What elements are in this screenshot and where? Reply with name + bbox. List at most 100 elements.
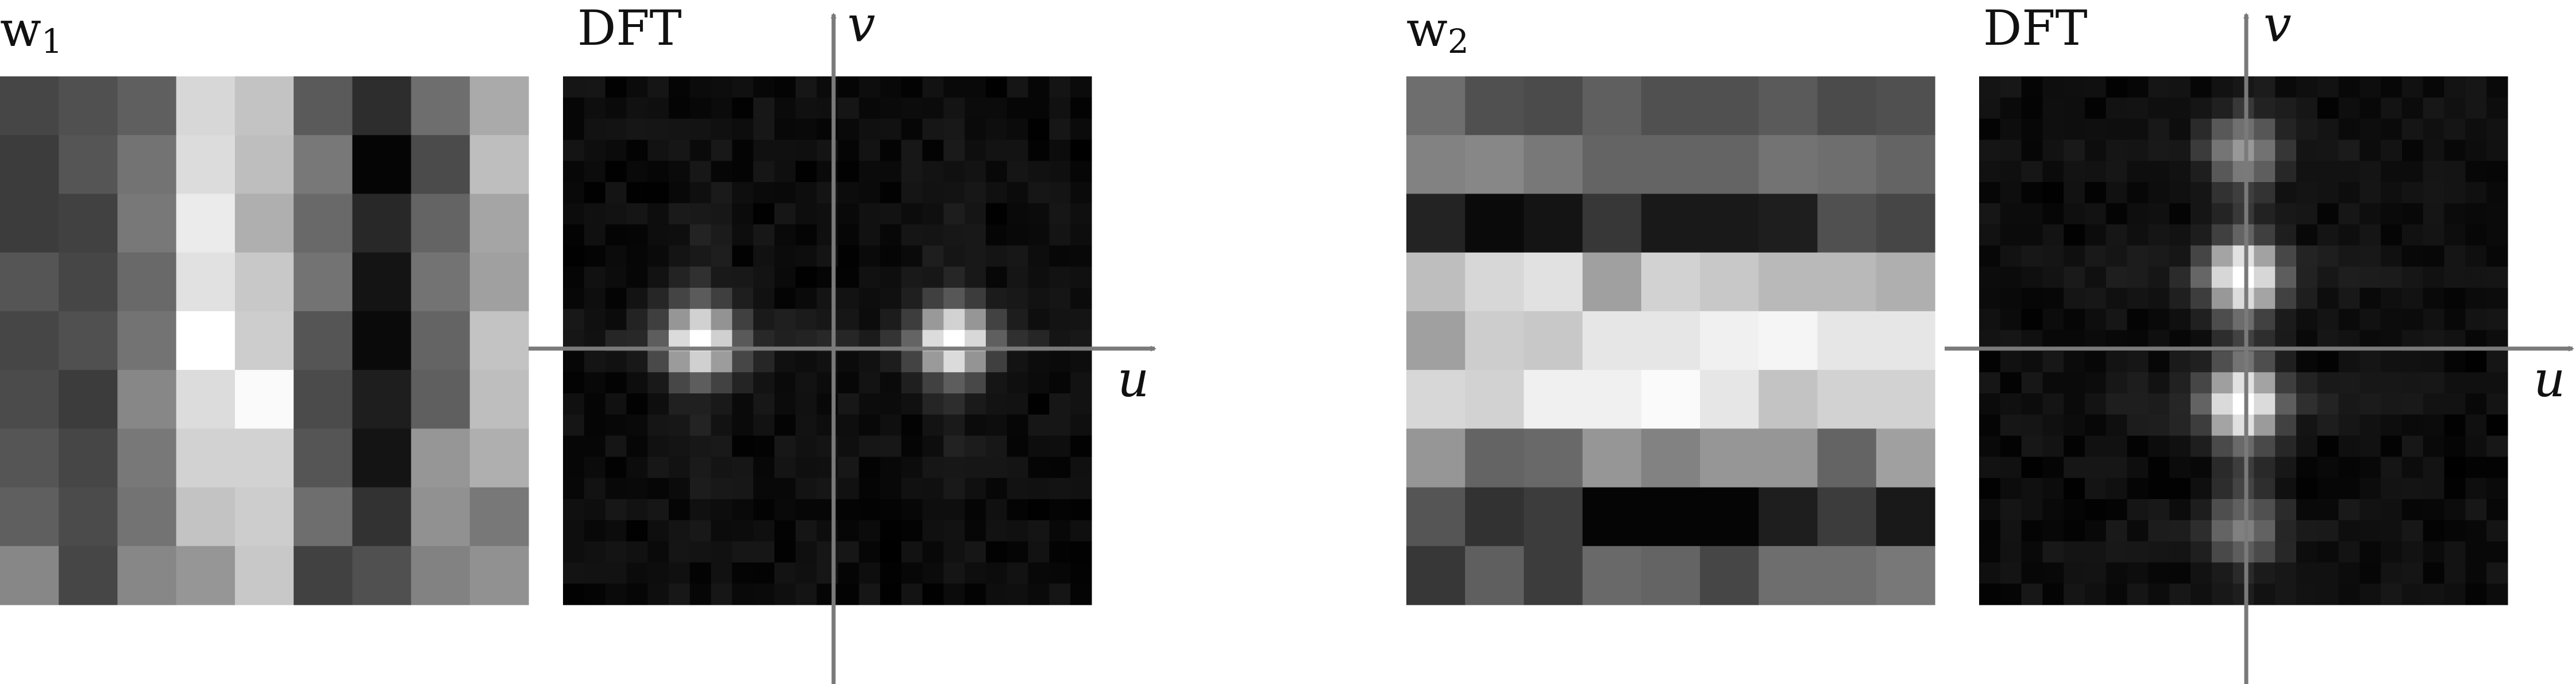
dft-right-cell <box>2402 308 2424 331</box>
kernel-w1-cell <box>352 135 412 195</box>
dft-left-cell <box>563 245 585 267</box>
dft-right-cell <box>2359 76 2381 98</box>
kernel-w2-cell <box>1759 546 1818 605</box>
dft-right-cell <box>2359 140 2381 161</box>
dft-right-cell <box>2232 583 2254 605</box>
dft-left-cell <box>838 266 859 288</box>
dft-left-cell <box>647 308 669 331</box>
dft-left-cell <box>647 97 669 119</box>
dft-left-cell <box>669 520 691 542</box>
dft-right-cell <box>2423 288 2445 310</box>
dft-left-cell <box>1007 245 1029 267</box>
dft-right-cell <box>2338 499 2360 521</box>
dft-left-cell <box>922 499 944 521</box>
dft-right-cell <box>2191 118 2212 140</box>
dft-left-cell <box>901 351 923 373</box>
dft-left-cell <box>943 161 965 183</box>
dft-right-cell <box>2486 457 2508 478</box>
dft-left-cell <box>1070 372 1092 394</box>
dft-left-cell <box>943 372 965 394</box>
dft-right-cell <box>2465 457 2487 478</box>
dft-left-cell <box>605 118 627 140</box>
dft-right-cell <box>2423 76 2445 98</box>
dft-left-cell <box>626 351 648 373</box>
dft-left-cell <box>753 520 775 542</box>
dft-right-cell <box>2232 499 2254 521</box>
dft-right-cell <box>2000 583 2022 605</box>
dft-right-cell <box>2085 161 2107 183</box>
kernel-w2-cell <box>1641 428 1700 488</box>
dft-right-cell <box>2191 266 2212 288</box>
dft-left-cell <box>795 118 817 140</box>
dft-right-cell <box>2359 245 2381 267</box>
dft-left-cell <box>605 583 627 605</box>
kernel-w2-cell <box>1700 311 1759 370</box>
dft-left-cell <box>732 520 754 542</box>
dft-right-cell <box>2423 414 2445 436</box>
dft-right-cell <box>2338 541 2360 563</box>
dft-left-cell <box>986 414 1008 436</box>
dft-right-cell <box>2486 224 2508 246</box>
dft-left-cell <box>795 562 817 584</box>
dft-left-cell <box>1028 541 1050 563</box>
dft-left-cell <box>689 76 712 98</box>
dft-right-cell <box>2254 499 2276 521</box>
kernel-w2-cell <box>1582 76 1642 136</box>
dft-left-cell <box>647 118 669 140</box>
dft-left-cell <box>901 562 923 584</box>
dft-right-cell <box>2021 562 2043 584</box>
dft-left-cell <box>922 393 944 415</box>
dft-right-cell <box>2402 499 2424 521</box>
dft-left-cell <box>584 140 606 161</box>
dft-right-cell <box>2296 478 2318 500</box>
kernel-w1-cell <box>294 546 353 605</box>
dft-right-cell <box>2000 372 2022 394</box>
dft-right-cell <box>2085 97 2107 119</box>
dft-left-cell <box>605 224 627 246</box>
kernel-w2-cell <box>1465 370 1525 429</box>
dft-right-cell <box>1979 520 2001 542</box>
dft-right-cell <box>2423 182 2445 204</box>
dft-left-cell <box>626 97 648 119</box>
dft-left-cell <box>774 203 796 225</box>
dft-right-cell <box>2402 140 2424 161</box>
kernel-w1-cell <box>0 546 59 605</box>
dft-left-cell <box>943 499 965 521</box>
dft-right-cell <box>2064 583 2085 605</box>
dft-right-cell <box>2381 97 2403 119</box>
dft-left-cell <box>965 245 986 267</box>
dft-right-cell <box>1979 266 2001 288</box>
dft-right-cell <box>2465 288 2487 310</box>
kernel-w1-cell <box>59 487 118 547</box>
dft-left-cell <box>795 414 817 436</box>
dft-left-cell <box>584 97 606 119</box>
dft-right-cell <box>2359 118 2381 140</box>
dft-left-cell <box>922 140 944 161</box>
dft-right-cell <box>2105 520 2128 542</box>
kernel-w1-cell <box>411 76 471 136</box>
dft-left-cell <box>859 203 881 225</box>
dft-left-cell <box>753 478 775 500</box>
dft-right-cell <box>2021 245 2043 267</box>
kernel-w2-cell <box>1641 370 1700 429</box>
dft-right-cell <box>2423 372 2445 394</box>
dft-left-cell <box>626 520 648 542</box>
dft-right-cell <box>2423 245 2445 267</box>
kernel-w2-cell <box>1876 76 1935 136</box>
dft-left-cell <box>584 583 606 605</box>
dft-right-cell <box>2211 499 2234 521</box>
kernel-w2-cell <box>1406 428 1466 488</box>
dft-left-cell <box>626 224 648 246</box>
dft-right-cell <box>2296 520 2318 542</box>
dft-right-cell <box>2085 520 2107 542</box>
dft-left-cell <box>1049 520 1071 542</box>
dft-right-cell <box>2105 414 2128 436</box>
dft-right-cell <box>2296 76 2318 98</box>
dft-left-cell <box>563 118 585 140</box>
dft-right-cell <box>1979 97 2001 119</box>
kernel-w2-cell <box>1700 194 1759 253</box>
dft-right-cell <box>2423 562 2445 584</box>
dft-right-cell <box>2381 499 2403 521</box>
dft-right-cell <box>2254 266 2276 288</box>
dft-right-cell <box>2169 435 2191 457</box>
